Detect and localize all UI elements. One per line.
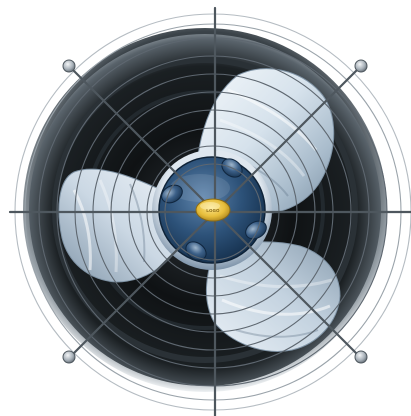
knob-top-right	[354, 59, 368, 73]
hub-bolt-right	[245, 220, 267, 240]
hub-badge: LOGO	[195, 198, 231, 222]
knob-bottom-right	[354, 350, 368, 364]
hub-bolt-bottom	[185, 241, 207, 261]
knob-bottom-left	[62, 350, 76, 364]
badge-text: LOGO	[206, 208, 220, 213]
fan-blade-lower	[205, 241, 341, 352]
knob-top-left	[62, 59, 76, 73]
grille-knobs	[62, 59, 368, 364]
